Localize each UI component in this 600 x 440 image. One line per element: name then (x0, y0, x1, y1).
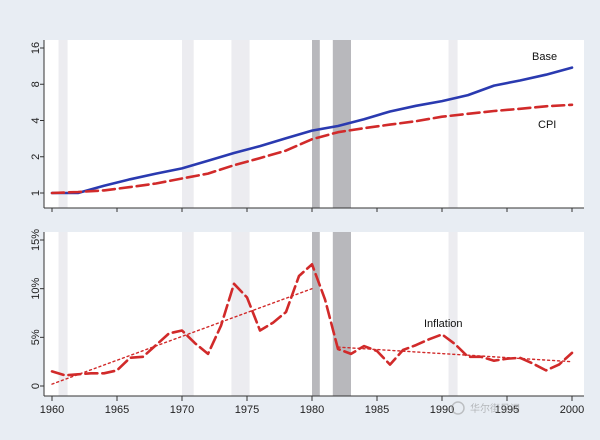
x-tick-label-4: 1980 (300, 404, 324, 416)
bottom-y-tick-label-1: 5% (30, 329, 42, 345)
x-tick-label-8: 2000 (560, 404, 584, 416)
shaded-period-5 (448, 232, 458, 396)
top-y-tick-label-0: 1 (30, 190, 42, 196)
watermark: 华尔街见闻 (451, 401, 520, 415)
cpi-series-label: CPI (538, 119, 556, 131)
shaded-period-2 (231, 232, 250, 396)
bottom-series (50, 262, 574, 385)
bottom-y-tick-label-0: 0 (30, 383, 42, 389)
top-y-axis: 1 2 4 8 16 (30, 40, 584, 212)
bottom-series-inflation (50, 262, 574, 377)
top-series-cpi (50, 103, 574, 195)
top-shaded-periods (58, 40, 458, 208)
top-panel: 1 2 4 8 16 Base CPI (30, 40, 584, 212)
shaded-period-1 (182, 232, 194, 396)
x-tick-label-0: 1960 (40, 404, 64, 416)
top-y-tick-label-2: 4 (30, 117, 42, 123)
base-series-label: Base (532, 51, 557, 63)
x-tick-label-3: 1975 (235, 404, 259, 416)
x-axis: 1960 1965 1970 1975 1980 1985 1990 1995 2000 (40, 395, 584, 416)
shaded-period-3 (312, 232, 320, 396)
bottom-y-tick-label-3: 15% (30, 229, 42, 251)
top-y-tick-label-3: 8 (30, 81, 42, 87)
x-tick-label-1: 1965 (105, 404, 129, 416)
bottom-y-axis: 0 5% 10% 15% (30, 229, 45, 396)
bottom-shaded-periods (58, 232, 458, 396)
shaded-period-0 (58, 40, 68, 208)
x-tick-label-2: 1970 (170, 404, 194, 416)
bottom-panel: 0 5% 10% 15% Inflation 1960 1965 1970 1975 1980… (30, 229, 584, 416)
bottom-series-trend-1 (51, 288, 313, 385)
bottom-series-trend-2 (337, 346, 573, 363)
watermark-logo-icon (451, 401, 465, 415)
x-tick-label-5: 1985 (365, 404, 389, 416)
top-y-tick-label-1: 2 (30, 154, 42, 160)
top-series-base (50, 66, 574, 195)
shaded-period-0 (58, 232, 68, 396)
top-series (50, 66, 574, 195)
inflation-series-label: Inflation (424, 318, 463, 330)
shaded-period-5 (448, 40, 458, 208)
top-y-tick-label-4: 16 (30, 42, 42, 54)
shaded-period-4 (332, 232, 351, 396)
shaded-period-2 (231, 40, 250, 208)
watermark-text: 华尔街见闻 (470, 402, 520, 415)
x-tick-label-6: 1990 (430, 404, 454, 416)
shaded-period-3 (312, 40, 320, 208)
shaded-period-1 (182, 40, 194, 208)
x-tick-label-7: 1995 (495, 404, 519, 416)
bottom-y-tick-label-2: 10% (30, 277, 42, 299)
